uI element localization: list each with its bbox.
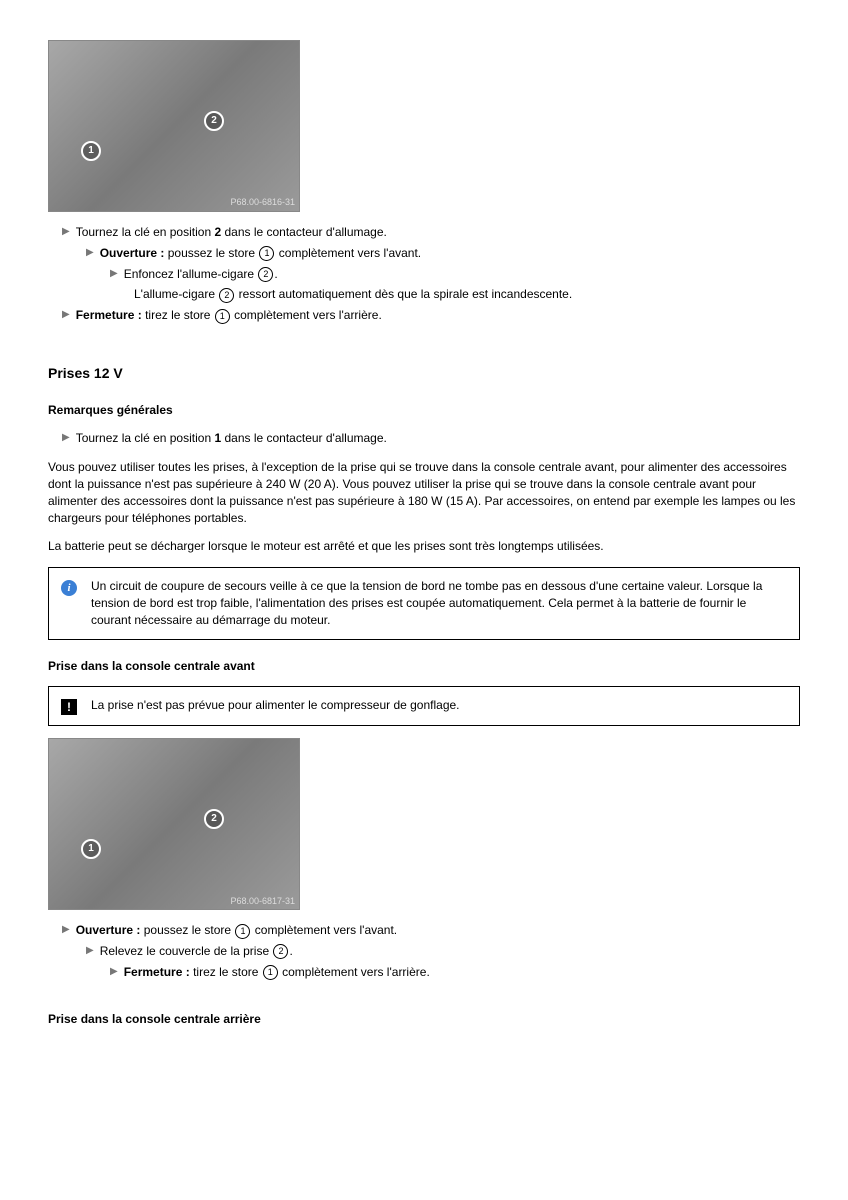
step-line: ▶ Relevez le couvercle de la prise 2. [86,943,800,960]
image-code: P68.00-6817-31 [230,895,295,908]
section-heading-prises-12v: Prises 12 V [48,364,800,384]
info-icon: i [61,580,77,596]
step-line: ▶ Ouverture : poussez le store 1 complèt… [86,245,800,262]
triangle-bullet-icon: ▶ [86,943,94,959]
step-text: L'allume-cigare 2 ressort automatiquemen… [134,286,572,303]
step-text: Tournez la clé en position 1 dans le con… [76,430,387,447]
callout-1: 1 [81,141,101,161]
step-line: L'allume-cigare 2 ressort automatiquemen… [134,286,800,303]
triangle-bullet-icon: ▶ [62,922,70,938]
step-text: Tournez la clé en position 2 dans le con… [76,224,387,241]
callout-2: 2 [204,809,224,829]
circled-number: 1 [259,246,274,261]
step-text: Ouverture : poussez le store 1 complètem… [100,245,421,262]
figure-console-2: 1 2 P68.00-6817-31 [48,738,300,910]
step-line: ▶ Tournez la clé en position 1 dans le c… [62,430,800,447]
callout-1: 1 [81,839,101,859]
circled-number: 2 [219,288,234,303]
subsection-heading-prise-avant: Prise dans la console centrale avant [48,658,800,675]
triangle-bullet-icon: ▶ [110,266,118,282]
step-line: ▶ Ouverture : poussez le store 1 complèt… [62,922,800,939]
triangle-bullet-icon: ▶ [62,307,70,323]
circled-number: 1 [263,965,278,980]
step-line: ▶ Fermeture : tirez le store 1 complètem… [62,307,800,324]
paragraph-text: Vous pouvez utiliser toutes les prises, … [48,459,800,526]
circled-number: 2 [258,267,273,282]
subsection-heading-prise-arriere: Prise dans la console centrale arrière [48,1011,800,1028]
triangle-bullet-icon: ▶ [62,224,70,240]
circled-number: 1 [235,924,250,939]
triangle-bullet-icon: ▶ [62,430,70,446]
step-text: Ouverture : poussez le store 1 complètem… [76,922,397,939]
info-note-box: i Un circuit de coupure de secours veill… [48,567,800,639]
step-line: ▶ Enfoncez l'allume-cigare 2. [110,266,800,283]
step-text: Fermeture : tirez le store 1 complètemen… [76,307,382,324]
step-line: ▶ Fermeture : tirez le store 1 complètem… [110,964,800,981]
image-code: P68.00-6816-31 [230,196,295,209]
step-text: Relevez le couvercle de la prise 2. [100,943,293,960]
triangle-bullet-icon: ▶ [86,245,94,261]
step-text: Fermeture : tirez le store 1 complètemen… [124,964,430,981]
callout-2: 2 [204,111,224,131]
paragraph-text: La batterie peut se décharger lorsque le… [48,538,800,555]
warning-icon: ! [61,699,77,715]
warning-note-box: ! La prise n'est pas prévue pour aliment… [48,686,800,726]
step-line: ▶ Tournez la clé en position 2 dans le c… [62,224,800,241]
note-text: Un circuit de coupure de secours veille … [91,578,787,628]
step-text: Enfoncez l'allume-cigare 2. [124,266,278,283]
note-text: La prise n'est pas prévue pour alimenter… [91,697,787,714]
circled-number: 1 [215,309,230,324]
figure-console-1: 1 2 P68.00-6816-31 [48,40,300,212]
triangle-bullet-icon: ▶ [110,964,118,980]
subsection-heading-remarques: Remarques générales [48,402,800,419]
circled-number: 2 [273,944,288,959]
